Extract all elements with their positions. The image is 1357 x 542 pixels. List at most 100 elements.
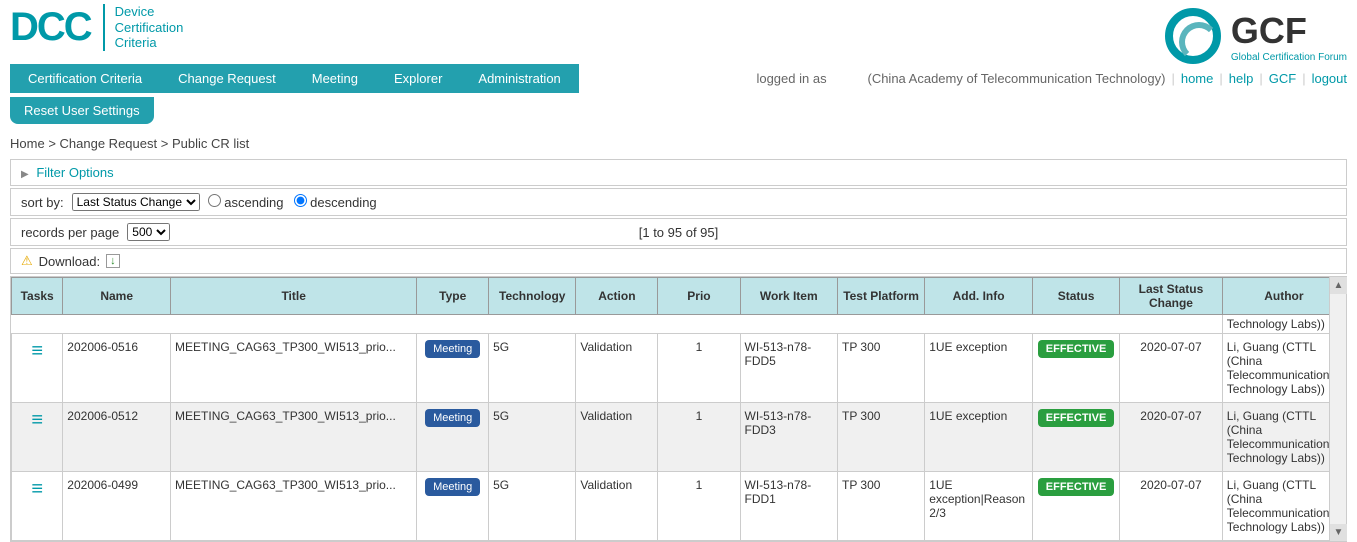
dcc-logo-text: DCC [10, 5, 91, 50]
author-stub-row: Technology Labs)) [12, 315, 1346, 334]
dcc-sub-1: Device [115, 4, 184, 20]
home-link[interactable]: home [1181, 71, 1214, 86]
cell-action: Validation [576, 403, 658, 472]
nav-tab-criteria[interactable]: Certification Criteria [10, 64, 160, 93]
breadcrumb-public-cr-list: Public CR list [172, 136, 249, 151]
gcf-link[interactable]: GCF [1269, 71, 1296, 86]
cell-status: EFFECTIVE [1032, 334, 1119, 403]
th-type[interactable]: Type [417, 278, 489, 315]
th-last-status-change[interactable]: Last Status Change [1120, 278, 1223, 315]
vertical-scrollbar[interactable]: ▲ ▼ [1329, 277, 1346, 541]
records-range: [1 to 95 of 95] [639, 225, 719, 240]
author-stub-top: Technology Labs)) [1222, 315, 1345, 334]
th-tasks[interactable]: Tasks [12, 278, 63, 315]
bc-sep-2: > [161, 136, 172, 151]
ascending-label[interactable]: ascending [208, 194, 284, 210]
download-bar: ⚠ Download: ↓ [10, 248, 1347, 274]
cell-add-info: 1UE exception|Reason 2/3 [925, 472, 1033, 541]
dcc-subtitle: Device Certification Criteria [103, 4, 184, 51]
help-link[interactable]: help [1229, 71, 1254, 86]
table-wrap: Tasks Name Title Type Technology Action … [10, 276, 1347, 542]
th-prio[interactable]: Prio [658, 278, 740, 315]
login-user [833, 71, 862, 86]
filter-options-label: Filter Options [36, 165, 113, 180]
cell-status: EFFECTIVE [1032, 403, 1119, 472]
dcc-logo-block: DCC Device Certification Criteria [10, 4, 183, 51]
login-prefix: logged in as [756, 71, 826, 86]
nav-tab-explorer[interactable]: Explorer [376, 64, 460, 93]
cell-tech: 5G [489, 403, 576, 472]
table-row[interactable]: ≡202006-0516MEETING_CAG63_TP300_WI513_pr… [12, 334, 1346, 403]
ascending-text: ascending [224, 195, 283, 210]
descending-radio[interactable] [294, 194, 307, 207]
th-add-info[interactable]: Add. Info [925, 278, 1033, 315]
ascending-radio[interactable] [208, 194, 221, 207]
sep-1: | [1171, 71, 1174, 86]
row-menu-icon[interactable]: ≡ [12, 472, 63, 541]
descending-label[interactable]: descending [294, 194, 377, 210]
table-row[interactable]: ≡202006-0499MEETING_CAG63_TP300_WI513_pr… [12, 472, 1346, 541]
cell-author: Li, Guang (CTTL (China Telecommunication… [1222, 334, 1345, 403]
sep-3: | [1259, 71, 1262, 86]
breadcrumb-home[interactable]: Home [10, 136, 45, 151]
sort-bar: sort by: Last Status Change ascending de… [10, 188, 1347, 216]
download-label: Download: [39, 254, 100, 269]
cell-prio: 1 [658, 403, 740, 472]
th-name[interactable]: Name [63, 278, 171, 315]
th-status[interactable]: Status [1032, 278, 1119, 315]
th-action[interactable]: Action [576, 278, 658, 315]
scroll-up-icon[interactable]: ▲ [1330, 277, 1347, 294]
cell-tech: 5G [489, 472, 576, 541]
th-work-item[interactable]: Work Item [740, 278, 837, 315]
dcc-sub-3: Criteria [115, 35, 184, 51]
gcf-text-block: GCF Global Certification Forum [1231, 10, 1347, 63]
row-menu-icon[interactable]: ≡ [12, 403, 63, 472]
sep-2: | [1219, 71, 1222, 86]
th-technology[interactable]: Technology [489, 278, 576, 315]
breadcrumb-change-request[interactable]: Change Request [60, 136, 158, 151]
gcf-circle-icon [1165, 8, 1221, 64]
row-menu-icon[interactable]: ≡ [12, 334, 63, 403]
sort-by-select[interactable]: Last Status Change [72, 193, 200, 211]
table-body: Technology Labs)) ≡202006-0516MEETING_CA… [12, 315, 1346, 541]
th-test-platform[interactable]: Test Platform [837, 278, 924, 315]
meeting-badge: Meeting [425, 409, 480, 427]
nav-tab-administration[interactable]: Administration [460, 64, 578, 93]
cell-status: EFFECTIVE [1032, 472, 1119, 541]
cell-title: MEETING_CAG63_TP300_WI513_prio... [171, 403, 417, 472]
reset-user-settings-button[interactable]: Reset User Settings [10, 97, 154, 124]
th-title[interactable]: Title [171, 278, 417, 315]
cell-name: 202006-0499 [63, 472, 171, 541]
logout-link[interactable]: logout [1312, 71, 1347, 86]
cell-prio: 1 [658, 334, 740, 403]
nav-tab-change-request[interactable]: Change Request [160, 64, 294, 93]
records-per-page-select[interactable]: 500 [127, 223, 170, 241]
table-row[interactable]: ≡202006-0512MEETING_CAG63_TP300_WI513_pr… [12, 403, 1346, 472]
filter-options-toggle[interactable]: ▶ Filter Options [10, 159, 1347, 186]
nav-tab-meeting[interactable]: Meeting [294, 64, 376, 93]
cell-work-item: WI-513-n78-FDD1 [740, 472, 837, 541]
cell-type: Meeting [417, 472, 489, 541]
effective-badge: EFFECTIVE [1038, 409, 1115, 427]
cell-title: MEETING_CAG63_TP300_WI513_prio... [171, 334, 417, 403]
cell-test-platform: TP 300 [837, 403, 924, 472]
nav-row: Certification Criteria Change Request Me… [0, 64, 1357, 93]
cell-author: Li, Guang (CTTL (China Telecommunication… [1222, 472, 1345, 541]
cell-work-item: WI-513-n78-FDD3 [740, 403, 837, 472]
effective-badge: EFFECTIVE [1038, 478, 1115, 496]
scroll-down-icon[interactable]: ▼ [1330, 524, 1347, 541]
cell-last-change: 2020-07-07 [1120, 403, 1223, 472]
cell-name: 202006-0516 [63, 334, 171, 403]
records-bar: records per page 500 [1 to 95 of 95] [10, 218, 1347, 246]
sort-by-label: sort by: [21, 195, 64, 210]
meeting-badge: Meeting [425, 340, 480, 358]
cell-last-change: 2020-07-07 [1120, 334, 1223, 403]
dcc-sub-2: Certification [115, 20, 184, 36]
download-icon[interactable]: ↓ [106, 254, 120, 268]
stub-empty [12, 315, 1223, 334]
cell-test-platform: TP 300 [837, 334, 924, 403]
cell-name: 202006-0512 [63, 403, 171, 472]
header: DCC Device Certification Criteria GCF Gl… [0, 0, 1357, 64]
th-author[interactable]: Author [1222, 278, 1345, 315]
cell-action: Validation [576, 472, 658, 541]
